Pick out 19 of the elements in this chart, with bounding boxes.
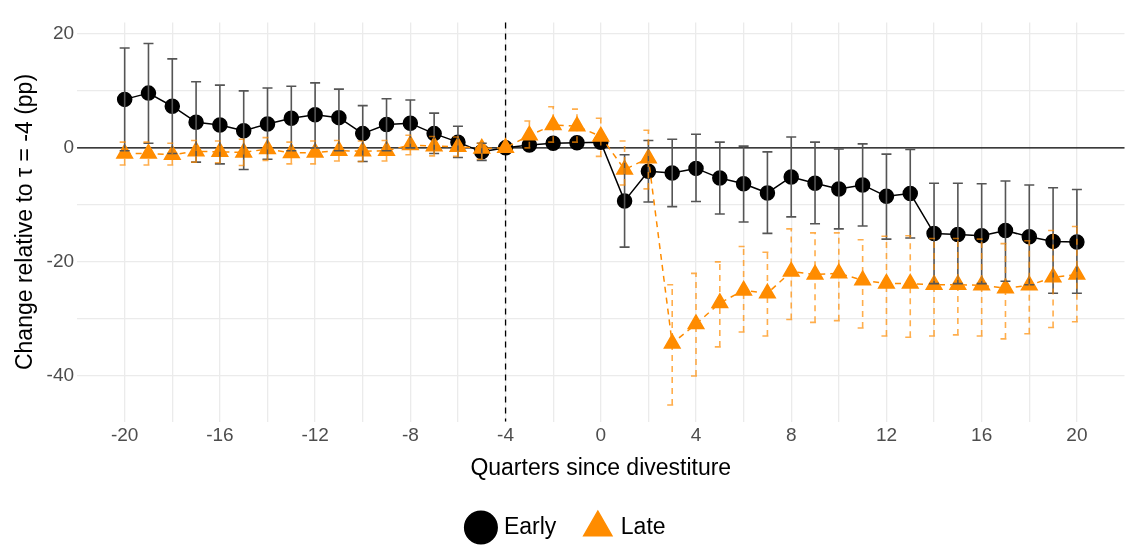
x-axis-title: Quarters since divestiture [470,453,732,480]
x-tick-label: -16 [206,424,234,446]
x-tick-label: -20 [110,424,139,446]
x-tick-label: -12 [301,424,329,446]
y-tick-label: -40 [46,364,75,386]
legend-label: Late [620,512,666,539]
x-tick-label: 16 [971,424,993,446]
y-tick-label: 20 [52,22,75,44]
legend-label: Early [503,512,557,539]
y-tick-label: 0 [63,136,75,158]
y-axis-title: Change relative to τ = -4 (pp) [11,73,38,371]
x-tick-label: 8 [785,424,797,446]
x-tick-label: 12 [875,424,898,446]
x-tick-label: -8 [401,424,419,446]
x-tick-label: -4 [497,424,515,446]
x-tick-label: 0 [595,424,607,446]
x-tick-label: 4 [690,424,702,446]
y-tick-label: -20 [46,250,75,272]
x-tick-label: 20 [1066,424,1088,446]
